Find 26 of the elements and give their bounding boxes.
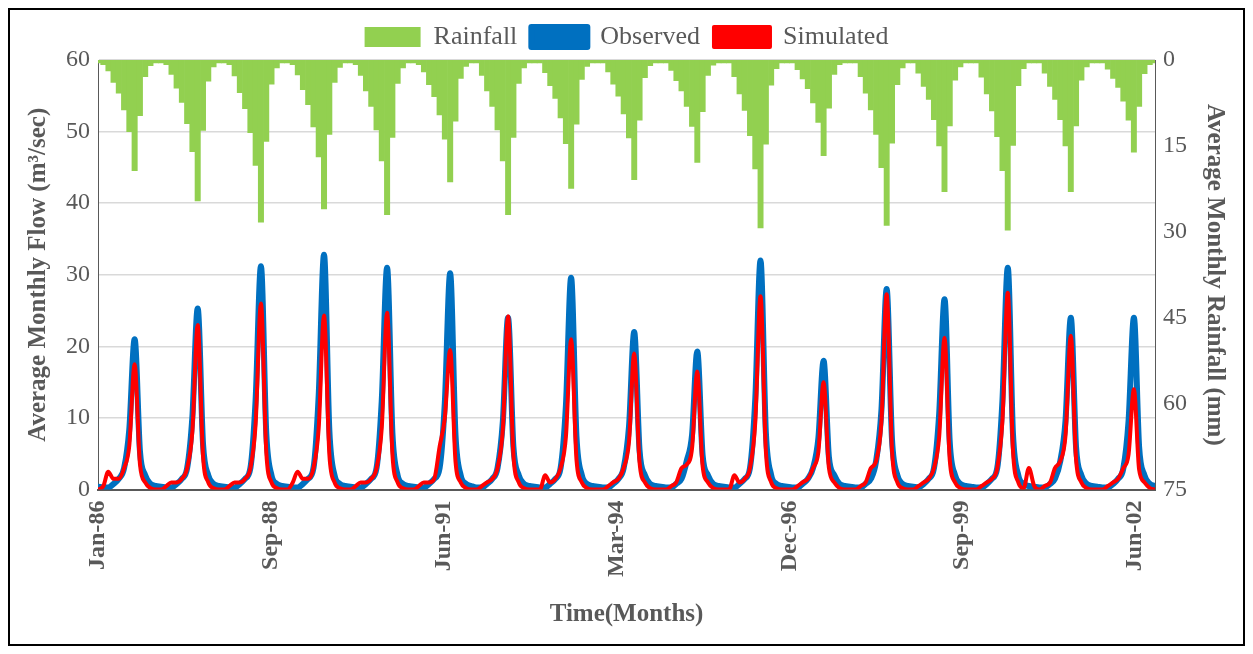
x-tick-label: Mar-94 — [601, 500, 628, 577]
y2-tick-label: 30 — [1163, 217, 1187, 244]
y2-tick-label: 0 — [1163, 45, 1175, 72]
y-tick-label: 50 — [66, 116, 90, 143]
y2-tick-label: 45 — [1163, 303, 1187, 330]
y-tick-label: 10 — [66, 403, 90, 430]
y-axis-title: Average Monthly Flow (m³/sec) — [23, 107, 52, 442]
legend-label: Simulated — [782, 20, 889, 50]
x-tick-label: Dec-96 — [774, 500, 801, 572]
y-tick-label: 40 — [66, 188, 90, 215]
legend-label: Rainfall — [433, 20, 518, 50]
x-tick-label: Jun-91 — [428, 500, 455, 572]
x-axis-title: Time(Months) — [549, 599, 704, 628]
x-tick-label: Jan-86 — [83, 500, 110, 570]
y2-tick-label: 75 — [1163, 474, 1187, 501]
y-tick-label: 30 — [66, 260, 90, 287]
y2-axis-title: Average Monthly Rainfall (mm) — [1201, 103, 1230, 446]
x-tick-label: Sep-99 — [947, 500, 974, 570]
x-tick-label: Sep-88 — [256, 500, 282, 570]
y-tick-label: 20 — [66, 331, 90, 358]
y-tick-label: 60 — [66, 45, 90, 72]
legend-label: Observed — [600, 20, 700, 50]
y2-tick-label: 15 — [1163, 131, 1187, 158]
y-tick-label: 0 — [78, 474, 90, 501]
y2-tick-label: 60 — [1163, 388, 1187, 415]
x-tick-label: Jun-02 — [1120, 500, 1147, 572]
